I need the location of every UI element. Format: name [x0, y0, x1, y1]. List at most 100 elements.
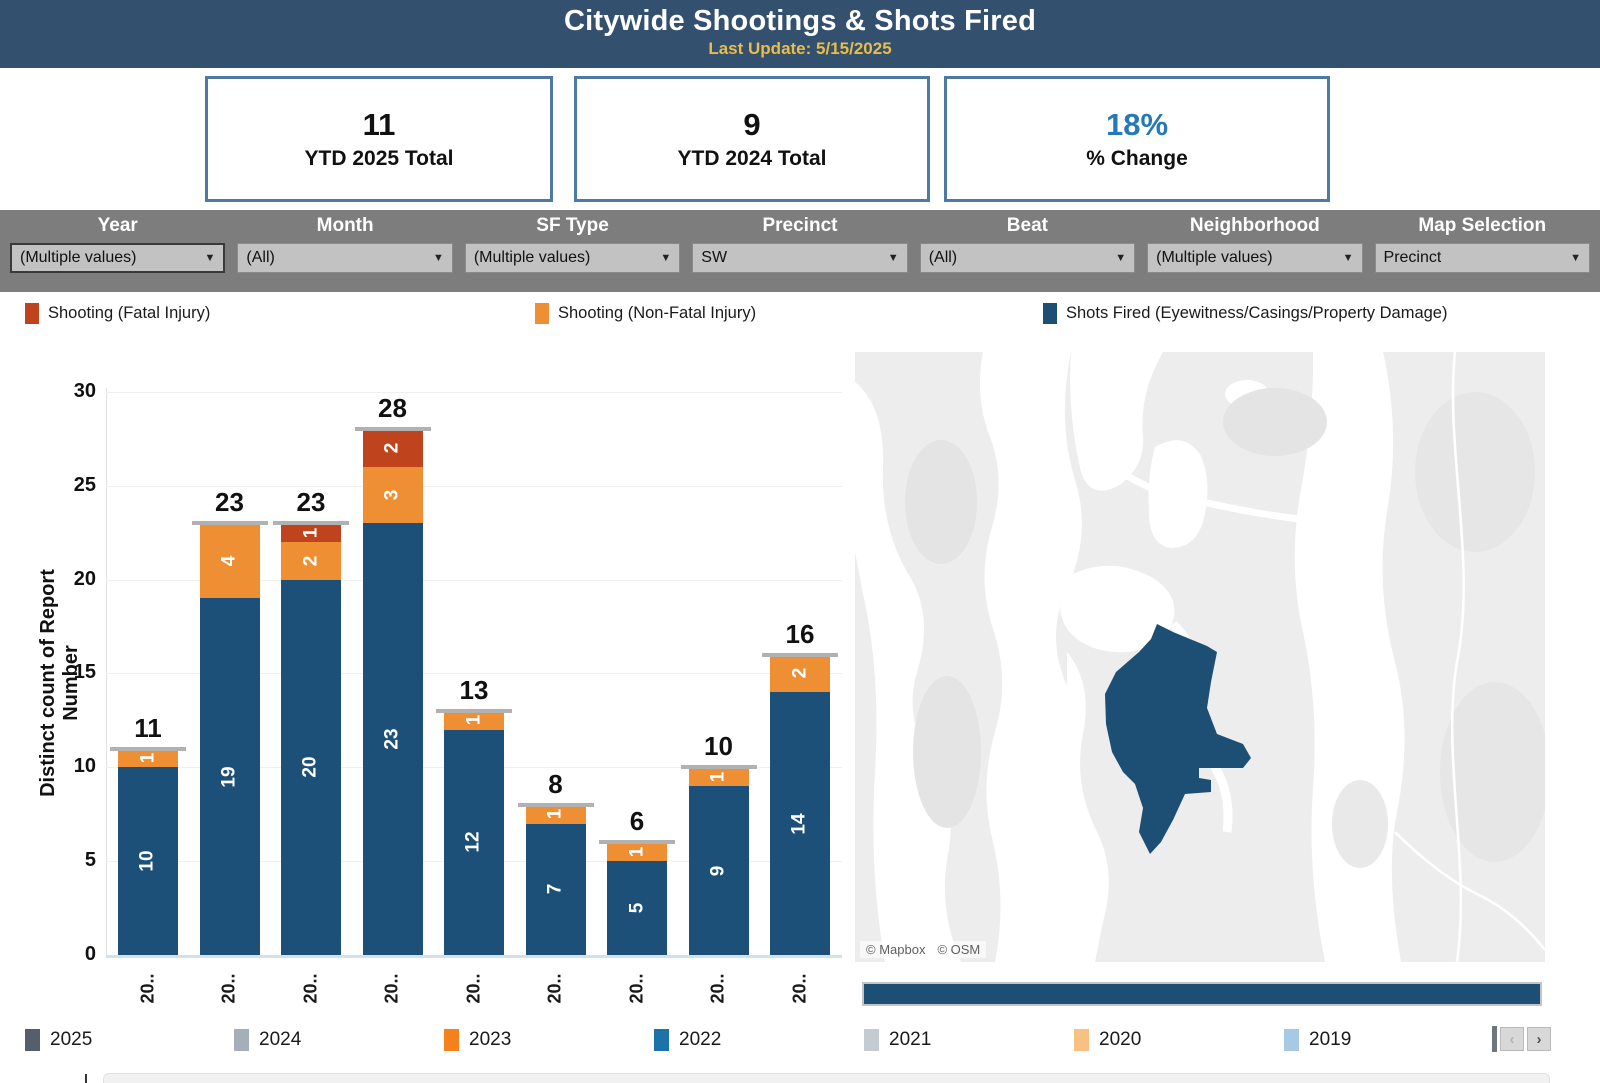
map-road [1450, 351, 1465, 963]
bar-segment[interactable]: 23 [362, 523, 423, 955]
filter-dropdown-sf-type[interactable]: (Multiple values) ▼ [464, 243, 681, 273]
filter-label: Precinct [762, 215, 838, 236]
year-legend-label: 2024 [259, 1029, 302, 1050]
precinct-total-bar[interactable] [862, 982, 1542, 1006]
year-legend-item-2023[interactable]: 2023 [444, 1026, 511, 1054]
bar-segment-label: 1 [118, 749, 178, 768]
bar-segment[interactable]: 20 [281, 579, 341, 955]
legend-pager: ‹ › [1492, 1026, 1551, 1052]
bar-segment[interactable]: 2 [770, 654, 830, 693]
legend-label: Shooting (Fatal Injury) [48, 303, 211, 322]
filter-label: Neighborhood [1189, 215, 1320, 236]
legend-item[interactable]: Shooting (Non-Fatal Injury) [535, 300, 756, 326]
total-marker-line [517, 802, 594, 807]
pager-grip[interactable] [1492, 1026, 1497, 1052]
bar-segment[interactable]: 1 [607, 842, 667, 862]
filter-value: (Multiple values) [20, 249, 137, 266]
legend-item[interactable]: Shooting (Fatal Injury) [25, 300, 210, 326]
bar-segment-value: 1 [462, 715, 484, 726]
filter-column: Year (Multiple values) ▼ [10, 215, 226, 292]
bar-segment[interactable]: 1 [525, 804, 586, 824]
bar-total-label: 13 [459, 674, 489, 705]
filter-dropdown-neighborhood[interactable]: (Multiple values) ▼ [1147, 243, 1363, 273]
bar-segment[interactable]: 2 [362, 429, 423, 467]
bar-segment-value: 2 [299, 555, 321, 567]
bar-segment[interactable]: 10 [118, 767, 178, 955]
osm-attribution: © OSM [937, 942, 981, 957]
y-tick-label: 10 [73, 755, 96, 778]
x-tick-label: 20.. [773, 964, 827, 1022]
year-legend-label: 2025 [50, 1029, 93, 1050]
bar-total-label: 11 [134, 712, 162, 743]
bar-segment-value: 10 [136, 850, 158, 872]
map-canvas [855, 351, 1550, 963]
x-tick-label: 20.. [447, 964, 501, 1022]
filter-dropdown-year[interactable]: (Multiple values) ▼ [10, 243, 226, 273]
year-legend-swatch [444, 1029, 459, 1051]
bar-segment[interactable]: 7 [525, 823, 586, 955]
bar-segment[interactable]: 1 [444, 710, 504, 730]
pager-prev-button[interactable]: ‹ [1500, 1027, 1524, 1051]
year-legend-item-2021[interactable]: 2021 [864, 1026, 931, 1054]
map-land-patch [913, 676, 981, 828]
filter-column: Month (All) ▼ [237, 215, 453, 292]
x-tick-text: 20.. [382, 973, 402, 1004]
bar-total-label: 28 [378, 393, 407, 424]
year-legend-label: 2022 [679, 1029, 722, 1050]
bar-segment[interactable]: 1 [118, 748, 178, 768]
bar-segment[interactable]: 14 [770, 692, 830, 955]
x-tick-label: 20.. [610, 964, 664, 1022]
bar-segment-value: 1 [707, 771, 729, 782]
filter-column: Map Selection Precinct ▼ [1374, 215, 1590, 292]
y-tick-label: 20 [73, 567, 96, 590]
bar-segment[interactable]: 2 [281, 542, 341, 580]
page-title: Citywide Shootings & Shots Fired [563, 5, 1037, 37]
map-land-patch [1223, 388, 1327, 456]
kpi-card: 18% % Change [944, 76, 1330, 202]
bar-segment[interactable]: 5 [607, 861, 667, 955]
x-tick-text: 20.. [463, 973, 484, 1004]
header: Citywide Shootings & Shots Fired Last Up… [0, 0, 1600, 68]
pager-next-button[interactable]: › [1527, 1027, 1551, 1051]
year-legend-item-2024[interactable]: 2024 [234, 1026, 301, 1054]
year-legend-item-2020[interactable]: 2020 [1074, 1026, 1141, 1054]
bar-segment-label: 1 [607, 842, 667, 861]
chevron-down-icon: ▼ [1115, 252, 1127, 264]
filter-dropdown-month[interactable]: (All) ▼ [237, 243, 453, 273]
bar-segment[interactable]: 1 [281, 523, 341, 543]
bar-segment[interactable]: 3 [362, 466, 423, 524]
chevron-right-icon: › [1536, 1030, 1542, 1048]
bar-segment[interactable]: 1 [688, 767, 749, 787]
bar-segment-value: 4 [218, 555, 240, 567]
filter-column: SF Type (Multiple values) ▼ [464, 215, 681, 292]
filter-dropdown-map-selection[interactable]: Precinct ▼ [1374, 243, 1590, 273]
bar-segment[interactable]: 4 [199, 523, 260, 599]
kpi-value: 9 [743, 107, 761, 143]
bar-segment[interactable]: 9 [688, 786, 749, 955]
map-water-elliott-bay [1060, 565, 1175, 653]
year-legend-item-2019[interactable]: 2019 [1284, 1026, 1351, 1054]
bar-segment-value: 1 [299, 527, 321, 538]
x-tick-text: 20.. [219, 973, 239, 1004]
x-axis-line [106, 955, 842, 958]
bar-segment-value: 2 [381, 442, 403, 454]
bar-segment[interactable]: 19 [199, 598, 260, 955]
gridline [106, 485, 842, 487]
year-legend-item-2022[interactable]: 2022 [654, 1026, 721, 1054]
map-land-patch [905, 440, 977, 564]
year-legend-item-2025[interactable]: 2025 [25, 1026, 92, 1054]
bar-segment[interactable]: 12 [444, 729, 504, 955]
filter-dropdown-precinct[interactable]: SW ▼ [692, 243, 908, 273]
chevron-left-icon: ‹ [1509, 1030, 1515, 1048]
year-legend-swatch [864, 1029, 879, 1051]
kpi-card: 9 YTD 2024 Total [574, 76, 930, 202]
filter-dropdown-beat[interactable]: (All) ▼ [919, 243, 1136, 273]
legend-item[interactable]: Shots Fired (Eyewitness/Casings/Property… [1043, 300, 1447, 326]
map-region-sw-precinct[interactable] [1105, 624, 1251, 854]
bar-segment-label: 1 [281, 523, 341, 542]
bar-segment-value: 7 [544, 884, 566, 895]
bar-segment-value: 1 [544, 808, 566, 820]
map-water-coast [1070, 352, 1163, 491]
x-tick-text: 20.. [708, 973, 728, 1004]
